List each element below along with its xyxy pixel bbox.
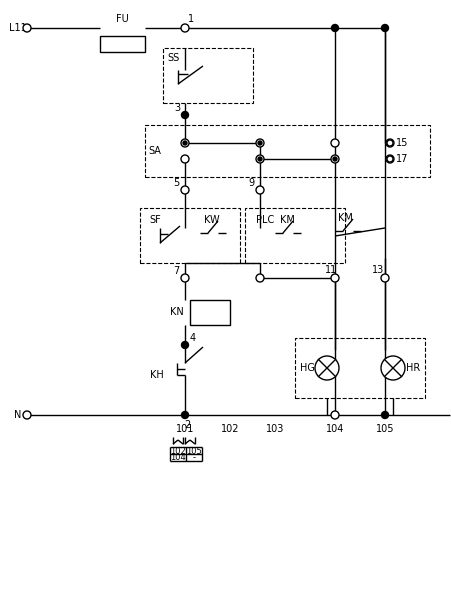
Circle shape	[180, 155, 189, 163]
Text: SA: SA	[148, 146, 161, 156]
Text: HG: HG	[299, 363, 314, 373]
Circle shape	[386, 140, 392, 146]
Circle shape	[183, 141, 187, 145]
Text: SS: SS	[167, 53, 180, 63]
Text: 2: 2	[184, 420, 190, 430]
Circle shape	[330, 155, 338, 163]
Circle shape	[386, 156, 392, 162]
Circle shape	[181, 112, 188, 118]
Circle shape	[181, 412, 188, 418]
Text: KM: KM	[279, 215, 294, 225]
Text: KH: KH	[150, 370, 164, 380]
Bar	[189, 300, 230, 325]
Circle shape	[380, 274, 388, 282]
Text: 5: 5	[172, 178, 179, 188]
Circle shape	[381, 412, 388, 418]
Text: KN: KN	[170, 307, 184, 317]
Text: 102: 102	[170, 447, 185, 455]
Circle shape	[385, 155, 393, 163]
Text: 104: 104	[325, 424, 343, 434]
Text: KM: KM	[337, 213, 352, 223]
Circle shape	[330, 139, 338, 147]
Text: 15: 15	[395, 138, 407, 148]
Circle shape	[23, 24, 31, 32]
Text: 105: 105	[375, 424, 393, 434]
Text: N: N	[14, 410, 22, 420]
Circle shape	[314, 356, 338, 380]
Circle shape	[380, 356, 404, 380]
Text: SF: SF	[149, 215, 161, 225]
Circle shape	[23, 411, 31, 419]
Circle shape	[255, 274, 263, 282]
Circle shape	[385, 139, 393, 147]
Bar	[163, 48, 253, 103]
Circle shape	[255, 155, 263, 163]
Circle shape	[180, 139, 189, 147]
Text: 17: 17	[395, 154, 407, 164]
Text: 11: 11	[324, 265, 336, 275]
Circle shape	[332, 157, 336, 161]
Bar	[100, 36, 145, 52]
Text: 101: 101	[175, 424, 194, 434]
Bar	[140, 208, 239, 263]
Circle shape	[255, 139, 263, 147]
Circle shape	[381, 24, 388, 32]
Text: KW: KW	[204, 215, 219, 225]
Text: 3: 3	[174, 103, 179, 113]
Text: FU: FU	[115, 14, 128, 24]
Text: L11: L11	[9, 23, 27, 33]
Circle shape	[180, 274, 189, 282]
Text: -: -	[192, 453, 195, 463]
Text: 104: 104	[170, 453, 185, 463]
Text: 103: 103	[265, 424, 284, 434]
Circle shape	[330, 274, 338, 282]
Circle shape	[330, 411, 338, 419]
Text: 105: 105	[186, 447, 202, 455]
Text: 9: 9	[248, 178, 253, 188]
Circle shape	[181, 342, 188, 348]
Text: HR: HR	[405, 363, 419, 373]
Text: 1: 1	[188, 14, 193, 24]
Text: 4: 4	[189, 333, 196, 343]
Circle shape	[255, 186, 263, 194]
Text: PLC: PLC	[255, 215, 273, 225]
Circle shape	[331, 24, 338, 32]
Circle shape	[258, 157, 262, 161]
Circle shape	[180, 24, 189, 32]
Text: 13: 13	[371, 265, 383, 275]
Bar	[295, 338, 424, 398]
Bar	[145, 125, 429, 177]
Bar	[244, 208, 344, 263]
Text: 7: 7	[172, 266, 179, 276]
Circle shape	[258, 141, 262, 145]
Text: 102: 102	[220, 424, 239, 434]
Circle shape	[180, 186, 189, 194]
